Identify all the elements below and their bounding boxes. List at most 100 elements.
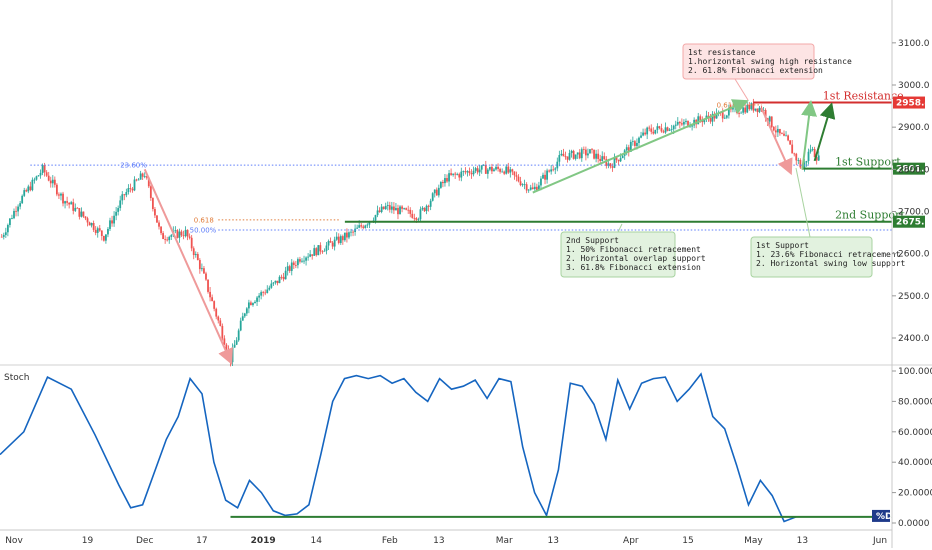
candle-body: [343, 232, 346, 241]
stoch-tick-label: 0.0000: [898, 519, 930, 529]
candle-body: [119, 200, 122, 209]
fib-level-label: 50.00%: [190, 227, 217, 235]
candle-body: [627, 147, 630, 152]
candle-body: [654, 129, 657, 134]
candle-body: [360, 225, 363, 227]
candle-body: [505, 166, 508, 174]
candle-body: [576, 152, 579, 155]
candle-body: [411, 213, 414, 218]
candle-body: [276, 280, 279, 284]
candle-body: [689, 126, 691, 128]
candle-body: [605, 159, 608, 166]
candle-body: [813, 149, 816, 158]
candle-body: [266, 289, 269, 293]
candle-body: [341, 236, 344, 241]
price-tick-label: 2800.0: [898, 165, 930, 175]
candle-body: [237, 330, 240, 341]
candle-body: [640, 135, 642, 138]
candle-body: [256, 297, 258, 302]
candle-body: [509, 169, 512, 173]
candle-body: [499, 168, 502, 172]
candle-body: [493, 169, 495, 172]
candle-body: [656, 126, 659, 130]
candle-body: [288, 266, 291, 271]
candle-body: [380, 206, 383, 213]
candle-body: [740, 112, 743, 114]
candle-body: [705, 115, 708, 119]
candle-body: [603, 156, 606, 160]
candle-body: [574, 154, 577, 159]
candle-body: [164, 239, 167, 240]
candle-body: [313, 248, 316, 256]
candle-body: [254, 301, 256, 304]
candle-body: [415, 218, 418, 220]
candle-body: [676, 122, 679, 125]
candle-body: [25, 190, 28, 192]
stoch-tick-label: 80.0000: [898, 397, 932, 407]
stoch-series-tag: [872, 509, 890, 522]
candle-body: [201, 268, 203, 270]
candle-body: [564, 156, 567, 158]
candle-body: [815, 157, 818, 161]
resistance-note-line: 1st resistance: [688, 48, 756, 57]
candle-body: [476, 168, 479, 173]
x-tick-label: Jun: [872, 536, 887, 546]
candle-body: [513, 171, 516, 176]
candle-body: [278, 276, 281, 284]
x-tick-label: May: [744, 536, 763, 546]
candle-body: [785, 135, 787, 137]
level-price-tag-text: 2958.4: [896, 99, 931, 109]
candle-body: [390, 206, 393, 210]
candle-body: [662, 131, 665, 133]
candle-body: [127, 188, 130, 193]
candle-body: [478, 169, 481, 173]
candle-body: [791, 144, 794, 154]
candle-body: [107, 228, 109, 235]
candle-body: [631, 141, 634, 143]
candle-body: [558, 155, 561, 162]
candle-body: [582, 149, 585, 151]
candle-body: [634, 141, 636, 146]
candle-body: [139, 173, 142, 180]
candle-body: [180, 231, 183, 236]
candle-body: [158, 222, 160, 227]
candle-body: [670, 129, 673, 131]
candle-body: [35, 176, 38, 180]
candle-body: [135, 179, 138, 181]
candle-body: [143, 176, 146, 177]
candle-body: [53, 179, 56, 185]
candle-body: [64, 201, 66, 204]
candle-body: [646, 127, 649, 135]
fibonacci-levels: 0.618 23.60% 0.618 50.00%: [30, 101, 892, 235]
candle-body: [11, 218, 13, 219]
candle-body: [198, 260, 201, 270]
candle-body: [133, 179, 136, 191]
candle-body: [102, 235, 105, 241]
stoch-line: [0, 372, 797, 523]
support1-note-line: 1. 23.6% Fibonacci retracement: [756, 250, 901, 259]
candle-body: [154, 209, 156, 216]
price-tick-label: 3100.0: [898, 39, 930, 49]
candle-body: [517, 176, 520, 182]
candle-body: [442, 181, 444, 184]
candle-body: [597, 153, 600, 159]
candle-body: [111, 220, 113, 224]
candle-body: [76, 207, 79, 209]
candle-body: [196, 254, 199, 261]
candle-body: [168, 236, 171, 241]
candle-body: [105, 234, 107, 241]
candle-body: [742, 107, 745, 113]
candle-body: [149, 186, 152, 199]
candle-body: [337, 236, 340, 243]
candle-body: [96, 228, 99, 233]
candle-body: [241, 316, 244, 321]
swing-arrow: [143, 168, 233, 365]
stoch-title: Stoch: [4, 373, 29, 383]
candle-body: [123, 194, 126, 196]
x-tick-label: 14: [311, 536, 323, 546]
candle-body: [260, 292, 263, 296]
candle-body: [268, 287, 271, 290]
candle-body: [17, 206, 19, 212]
